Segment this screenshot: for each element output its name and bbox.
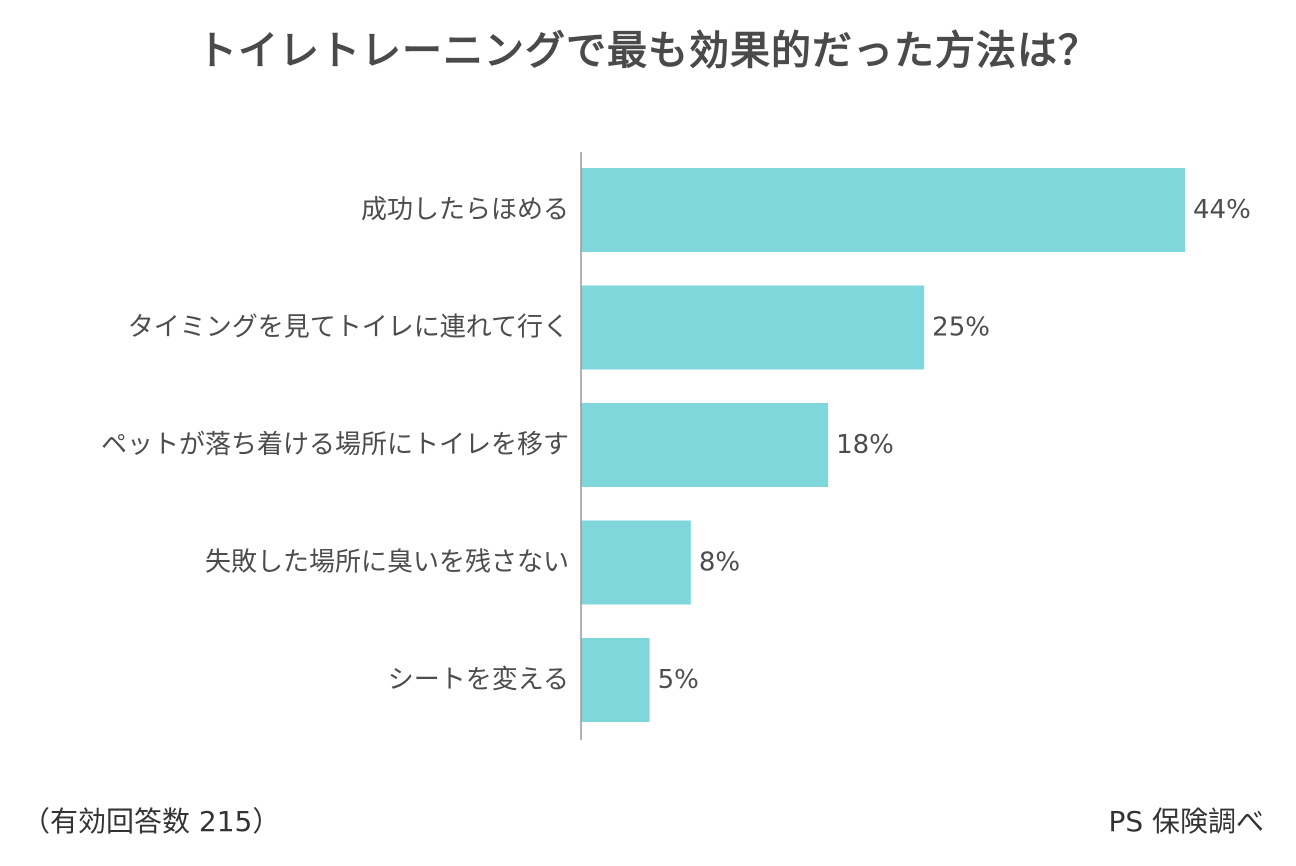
source-credit: PS 保険調べ (1108, 805, 1264, 838)
category-labels-layer: 成功したらほめるタイミングを見てトイレに連れて行くペットが落ち着ける場所にトイレ… (101, 195, 569, 695)
category-label: タイミングを見てトイレに連れて行く (128, 313, 569, 343)
value-label: 8% (699, 548, 740, 578)
category-label: ペットが落ち着ける場所にトイレを移す (101, 430, 569, 460)
bar (581, 168, 1185, 252)
value-label: 18% (836, 430, 894, 460)
sample-size-note: （有効回答数 215） (22, 805, 281, 838)
category-label: シートを変える (388, 665, 569, 695)
value-label: 5% (658, 665, 699, 695)
bars-layer (581, 168, 1185, 722)
value-label: 25% (932, 313, 990, 343)
bar (581, 520, 691, 605)
chart-title: トイレトレーニングで最も効果的だった方法は？ (197, 28, 1099, 74)
value-label: 44% (1193, 195, 1251, 225)
bar (581, 285, 925, 370)
bar (581, 403, 829, 487)
category-label: 成功したらほめる (361, 195, 569, 225)
value-labels-layer: 44% 25% 18% 8% 5% (658, 195, 1251, 695)
bar (581, 638, 650, 722)
category-label: 失敗した場所に臭いを残さない (205, 548, 569, 578)
